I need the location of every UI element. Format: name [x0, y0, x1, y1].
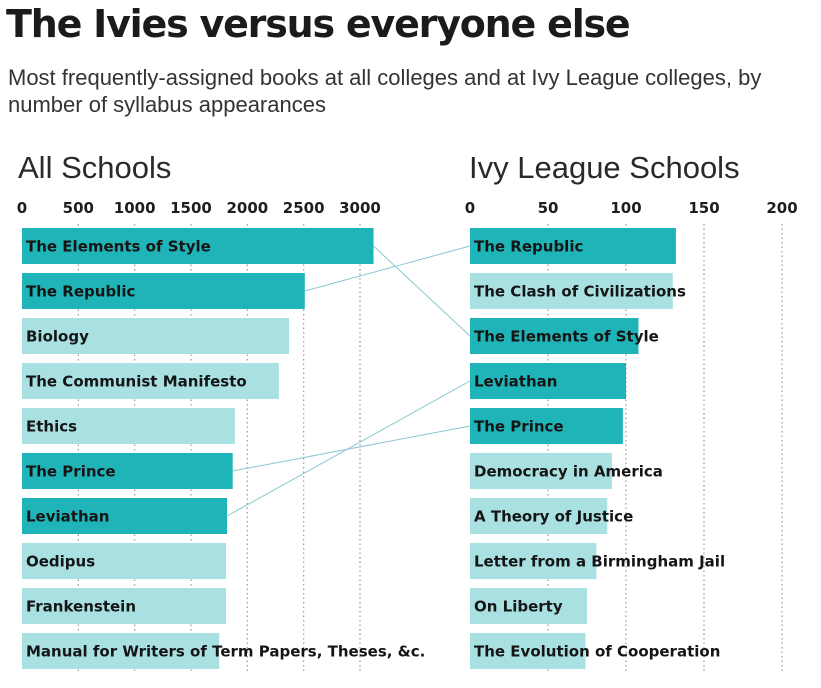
all-schools-tick-label: 3000 — [339, 199, 381, 217]
ivy-league-bar-the-elements-of-style — [470, 318, 639, 354]
all-schools-bar-frankenstein — [22, 588, 226, 624]
all-schools-bar-the-republic — [22, 273, 305, 309]
all-schools-bar-oedipus — [22, 543, 226, 579]
ivy-league-bar-label: The Evolution of Cooperation — [474, 643, 720, 661]
ivy-league-tick-label: 50 — [538, 199, 559, 217]
all-schools-tick-label: 1000 — [114, 199, 156, 217]
ivy-league-bar-label: On Liberty — [474, 598, 563, 616]
all-schools-tick-label: 2500 — [283, 199, 325, 217]
all-schools-bar-label: The Republic — [26, 283, 135, 301]
all-schools-bar-ethics — [22, 408, 235, 444]
ivy-league-bar-on-liberty — [470, 588, 587, 624]
ivy-league-bar-label: The Elements of Style — [474, 328, 659, 346]
ivy-league-bar-democracy-in-america — [470, 453, 612, 489]
ivy-league-tick-label: 150 — [688, 199, 719, 217]
ivy-league-bar-the-republic — [470, 228, 676, 264]
all-schools-bar-label: Frankenstein — [26, 598, 136, 616]
ivy-league-bar-label: A Theory of Justice — [474, 508, 633, 526]
ivy-league-tick-label: 100 — [610, 199, 641, 217]
all-schools-bar-biology — [22, 318, 290, 354]
all-schools-bar-label: The Communist Manifesto — [26, 373, 247, 391]
all-schools-bar-the-prince — [22, 453, 233, 489]
ivy-league-bar-a-theory-of-justice — [470, 498, 608, 534]
ivy-league-bar-letter-from-a-birmingham-jail — [470, 543, 597, 579]
all-schools-tick-label: 2000 — [226, 199, 268, 217]
all-schools-bar-the-elements-of-style — [22, 228, 374, 264]
ivy-league-bar-label: Letter from a Birmingham Jail — [474, 553, 725, 571]
ivy-league-bar-the-clash-of-civilizations — [470, 273, 673, 309]
ivy-league-bar-label: The Clash of Civilizations — [474, 283, 686, 301]
all-schools-bar-label: Biology — [26, 328, 89, 346]
all-schools-bar-leviathan — [22, 498, 228, 534]
all-schools-bar-label: Leviathan — [26, 508, 109, 526]
ivy-league-bar-the-prince — [470, 408, 623, 444]
all-schools-tick-label: 1500 — [170, 199, 212, 217]
all-schools-panel-title: All Schools — [18, 150, 172, 185]
connector-the-republic — [304, 245, 471, 292]
ivy-league-bar-label: The Republic — [474, 238, 583, 256]
chart-subtitle: Most frequently-assigned books at all co… — [8, 65, 762, 117]
ivy-league-bar-leviathan — [470, 363, 626, 399]
ivy-league-tick-label: 200 — [766, 199, 797, 217]
chart-title: The Ivies versus everyone else — [6, 2, 631, 46]
all-schools-bar-label: Ethics — [26, 418, 77, 436]
ivy-league-bar-the-evolution-of-cooperation — [470, 633, 586, 669]
all-schools-bar-label: Oedipus — [26, 553, 95, 571]
all-schools-bar-label: Manual for Writers of Term Papers, These… — [26, 643, 425, 661]
ivy-league-panel-title: Ivy League Schools — [469, 150, 740, 185]
all-schools-tick-label: 0 — [17, 199, 27, 217]
all-schools-tick-label: 500 — [63, 199, 94, 217]
connector-the-elements-of-style — [373, 245, 471, 337]
ivy-league-tick-label: 0 — [465, 199, 475, 217]
all-schools-bar-label: The Prince — [26, 463, 116, 481]
connector-leviathan — [226, 380, 471, 517]
ivy-league-bar-label: Democracy in America — [474, 463, 663, 481]
all-schools-bar-manual-for-writers-of-term-papers-theses-c — [22, 633, 220, 669]
ivy-league-bar-label: Leviathan — [474, 373, 557, 391]
connector-the-prince — [232, 425, 471, 472]
ivy-league-bar-label: The Prince — [474, 418, 564, 436]
all-schools-bar-label: The Elements of Style — [26, 238, 211, 256]
all-schools-bar-the-communist-manifesto — [22, 363, 279, 399]
